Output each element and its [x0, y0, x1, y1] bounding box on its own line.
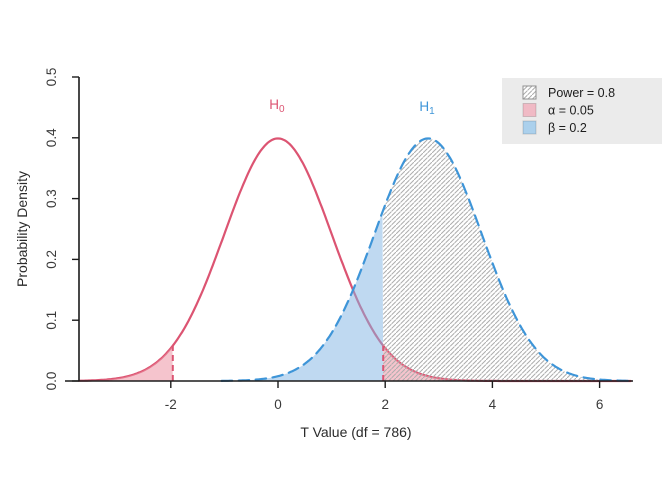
x-axis-title: T Value (df = 786) [300, 424, 411, 440]
legend-item-power: Power = 0.8 [522, 85, 615, 100]
h1-curve-line [220, 137, 633, 382]
h1-label: H1 [419, 99, 435, 117]
y-tick-label: 0.0 [44, 372, 59, 391]
legend-item-beta: β = 0.2 [522, 120, 587, 135]
region-alpha-lower [79, 346, 173, 381]
h1-curve-layer [220, 137, 633, 382]
legend-label-alpha: α = 0.05 [548, 104, 594, 118]
legend-label-beta: β = 0.2 [548, 121, 587, 135]
x-tick-label: 2 [381, 397, 389, 412]
region-beta [221, 212, 384, 381]
region-power [383, 138, 632, 381]
y-tick-label: 0.3 [44, 189, 59, 208]
legend-item-alpha: α = 0.05 [522, 103, 594, 118]
y-tick-label: 0.2 [44, 250, 59, 269]
alpha-swatch-icon [522, 103, 537, 117]
axes-layer: -2 0 2 4 6 0.0 0.1 0.2 0.3 0.4 0.5 [44, 68, 633, 412]
power-swatch-icon [522, 85, 537, 100]
critical-value-lines [171, 345, 385, 381]
curve-labels-layer: H0 H1 [269, 97, 435, 117]
y-tick-label: 0.1 [44, 311, 59, 330]
x-tick-label: 0 [274, 397, 282, 412]
legend-label-power: Power = 0.8 [548, 86, 615, 100]
x-tick-label: 6 [596, 397, 604, 412]
x-tick-label: 4 [489, 397, 497, 412]
y-tick-label: 0.4 [44, 128, 59, 147]
y-tick-label: 0.5 [44, 68, 59, 87]
x-tick-label: -2 [165, 397, 177, 412]
beta-swatch-icon [522, 120, 537, 135]
y-axis-title: Probability Density [14, 171, 30, 287]
legend: Power = 0.8 α = 0.05 β = 0.2 [502, 78, 662, 144]
h0-label: H0 [269, 97, 285, 115]
power-region-layer [383, 138, 632, 381]
